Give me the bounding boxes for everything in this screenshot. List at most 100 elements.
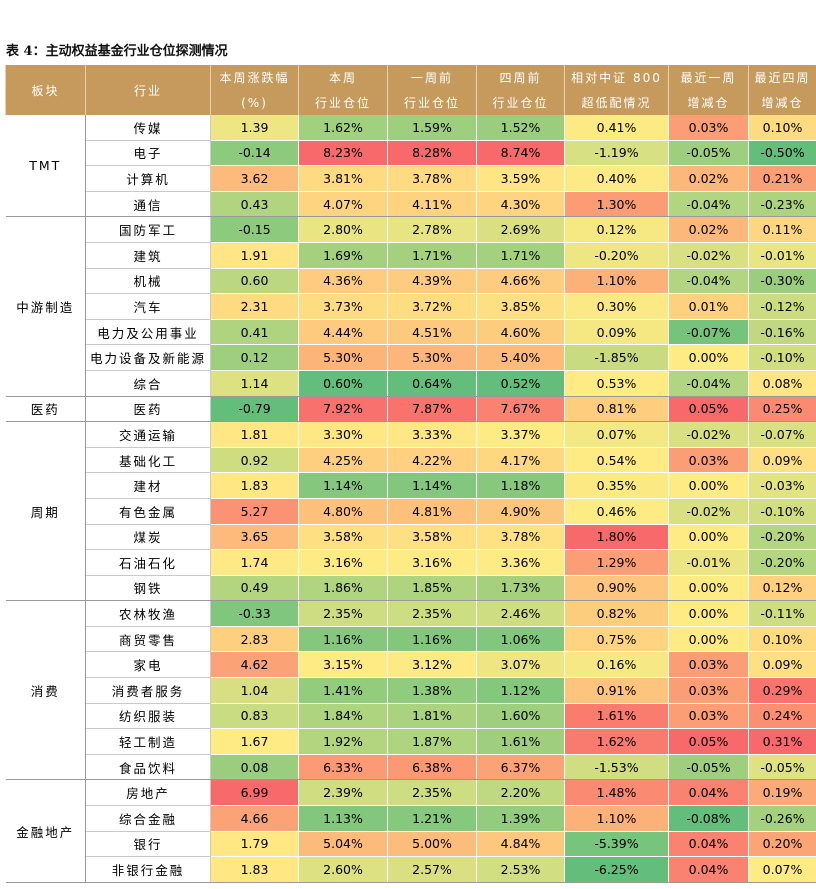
value-cell: 1.71%: [387, 242, 477, 269]
value-cell: -0.05%: [668, 754, 749, 781]
industry-cell: 综合: [85, 370, 211, 397]
value-cell: -0.04%: [668, 268, 749, 295]
value-cell: 1.74: [210, 549, 299, 576]
industry-cell: 建筑: [85, 242, 211, 269]
value-cell: 3.78%: [476, 524, 565, 551]
value-cell: 1.04: [210, 677, 299, 704]
value-cell: -0.10%: [748, 498, 816, 525]
value-cell: 0.16%: [564, 651, 669, 679]
value-cell: 0.60: [210, 268, 299, 295]
value-cell: 3.12%: [387, 651, 477, 679]
table-row: 石油石化 1.74 3.16% 3.16% 3.36% 1.29% -0.01% -0.20%: [6, 549, 816, 576]
value-cell: 1.16%: [387, 626, 477, 653]
value-cell: 3.59%: [476, 165, 565, 192]
value-cell: 4.60%: [476, 319, 565, 346]
table-row: 轻工制造 1.67 1.92% 1.87% 1.61% 1.62% 0.05% 0.31%: [6, 728, 816, 755]
value-cell: 0.07%: [748, 856, 816, 883]
value-cell: -0.02%: [668, 242, 749, 269]
value-cell: 0.04%: [668, 831, 749, 858]
value-cell: 8.23%: [298, 140, 388, 167]
value-cell: 8.74%: [476, 140, 565, 167]
value-cell: 4.84%: [476, 831, 565, 858]
header-cell: 行业仓位: [298, 90, 388, 115]
table-row: 有色金属 5.27 4.80% 4.81% 4.90% 0.46% -0.02% -0.10%: [6, 498, 816, 525]
value-cell: 0.24%: [748, 703, 816, 730]
table-row: 汽车 2.31 3.73% 3.72% 3.85% 0.30% 0.01% -0.12%: [6, 293, 816, 320]
value-cell: 1.85%: [387, 575, 477, 602]
value-cell: 2.78%: [387, 216, 477, 243]
value-cell: 0.92: [210, 447, 299, 474]
value-cell: 4.11%: [387, 191, 477, 218]
value-cell: -0.08%: [668, 805, 749, 832]
value-cell: 0.00%: [668, 575, 749, 602]
table-row: 通信 0.43 4.07% 4.11% 4.30% 1.30% -0.04% -0.23%: [6, 191, 816, 218]
table-row: 建材 1.83 1.14% 1.14% 1.18% 0.35% 0.00% -0.03%: [6, 472, 816, 499]
value-cell: 0.09%: [748, 447, 816, 474]
value-cell: 2.39%: [298, 779, 388, 807]
value-cell: 5.30%: [387, 344, 477, 371]
industry-cell: 基础化工: [85, 447, 211, 474]
value-cell: 1.14%: [298, 472, 388, 499]
industry-cell: 综合金融: [85, 805, 211, 832]
value-cell: 4.81%: [387, 498, 477, 525]
value-cell: 7.87%: [387, 396, 477, 423]
value-cell: 0.29%: [748, 677, 816, 704]
value-cell: 0.00%: [668, 600, 749, 627]
value-cell: 2.35%: [387, 779, 477, 807]
value-cell: -1.53%: [564, 754, 669, 781]
industry-cell: 煤炭: [85, 524, 211, 551]
value-cell: 6.38%: [387, 754, 477, 781]
value-cell: -0.04%: [668, 370, 749, 397]
industry-cell: 国防军工: [85, 216, 211, 243]
header-cell: 四周前: [476, 65, 565, 90]
table-row: 消费 农林牧渔 -0.33 2.35% 2.35% 2.46% 0.82% 0.00% -0.1…: [5, 600, 816, 781]
value-cell: 0.54%: [564, 447, 669, 474]
value-cell: 1.80%: [564, 524, 669, 551]
value-cell: 7.67%: [476, 396, 565, 423]
value-cell: 0.03%: [668, 447, 749, 474]
value-cell: 0.35%: [564, 472, 669, 499]
table-row: 建筑 1.91 1.69% 1.71% 1.71% -0.20% -0.02% -0.01%: [6, 242, 816, 269]
value-cell: -0.30%: [748, 268, 816, 295]
value-cell: 1.62%: [298, 115, 388, 141]
value-cell: -0.04%: [668, 191, 749, 218]
header-cell: 本周涨跌幅: [210, 65, 299, 90]
value-cell: 0.10%: [748, 115, 816, 141]
value-cell: -0.01%: [748, 242, 816, 269]
table-row: 银行 1.79 5.04% 5.00% 4.84% -5.39% 0.04% 0.20%: [6, 831, 816, 858]
header-cell: 行业: [85, 65, 211, 115]
value-cell: -5.39%: [564, 831, 669, 858]
value-cell: -0.79: [210, 396, 299, 423]
table-row: 钢铁 0.49 1.86% 1.85% 1.73% 0.90% 0.00% 0.12%: [6, 575, 816, 602]
value-cell: 0.60%: [298, 370, 388, 397]
industry-cell: 交通运输: [85, 421, 211, 448]
value-cell: 0.04%: [668, 779, 749, 807]
value-cell: 0.03%: [668, 651, 749, 679]
value-cell: 0.09%: [564, 319, 669, 346]
value-cell: 0.40%: [564, 165, 669, 192]
value-cell: 3.72%: [387, 293, 477, 320]
value-cell: 1.73%: [476, 575, 565, 602]
value-cell: 0.07%: [564, 421, 669, 448]
header-cell: 超低配情况: [564, 90, 669, 115]
value-cell: 1.10%: [564, 805, 669, 832]
sector-cell: 中游制造: [5, 216, 86, 397]
table-row: TMT 传媒 1.39 1.62% 1.59% 1.52% 0.41% 0.03% 0.10%: [5, 115, 816, 218]
sector-cell: TMT: [5, 115, 86, 218]
value-cell: -0.07%: [668, 319, 749, 346]
value-cell: 5.40%: [476, 344, 565, 371]
value-cell: -0.02%: [668, 421, 749, 448]
value-cell: -0.50%: [748, 140, 816, 167]
table-row: 纺织服装 0.83 1.84% 1.81% 1.60% 1.61% 0.03% 0.24%: [6, 703, 816, 730]
value-cell: 4.44%: [298, 319, 388, 346]
value-cell: -0.07%: [748, 421, 816, 448]
header-cell: 本周: [298, 65, 388, 90]
value-cell: 0.12%: [564, 216, 669, 243]
industry-cell: 传媒: [85, 115, 211, 141]
value-cell: 0.00%: [668, 344, 749, 371]
industry-cell: 汽车: [85, 293, 211, 320]
value-cell: 2.60%: [298, 856, 388, 883]
industry-cell: 有色金属: [85, 498, 211, 525]
sector-cell: 医药: [5, 396, 86, 423]
value-cell: 0.31%: [748, 728, 816, 755]
